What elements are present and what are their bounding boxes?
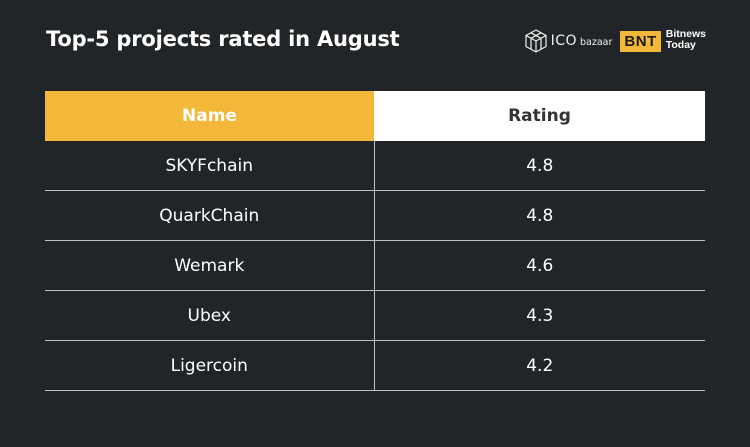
header-rating: Rating (374, 91, 705, 141)
table-row: QuarkChain 4.8 (45, 190, 705, 241)
icobazaar-logo: ICO bazaar (524, 29, 613, 53)
bnt-name-line1: Bitnews (665, 28, 706, 40)
project-rating: 4.8 (374, 141, 705, 191)
ico-logo-subtext: bazaar (580, 37, 613, 48)
table-row: Ubex 4.3 (45, 290, 705, 341)
project-rating: 4.6 (374, 240, 705, 291)
cube-icon (524, 29, 547, 53)
bnt-badge: BNT (620, 30, 661, 52)
project-name: SKYFchain (45, 141, 375, 191)
project-name: Wemark (45, 240, 375, 291)
bnt-name-line2: Today (665, 39, 696, 51)
project-rating: 4.8 (374, 190, 705, 241)
project-rating: 4.2 (374, 340, 705, 391)
project-name: Ubex (45, 290, 375, 341)
table-row: Ligercoin 4.2 (45, 340, 705, 391)
ratings-table: Name Rating SKYFchain 4.8 QuarkChain 4.8… (45, 91, 705, 391)
project-name: QuarkChain (45, 190, 375, 241)
table-header-row: Name Rating (45, 91, 705, 141)
partner-logos: ICO bazaar BNT Bitnews Today (524, 28, 706, 54)
bnt-name: Bitnews Today (666, 29, 706, 51)
project-name: Ligercoin (45, 340, 375, 391)
header-name: Name (45, 91, 374, 141)
table-row: Wemark 4.6 (45, 240, 705, 291)
page-title: Top-5 projects rated in August (46, 27, 400, 51)
project-rating: 4.3 (374, 290, 705, 341)
ico-logo-text: ICO (550, 33, 578, 49)
table-row: SKYFchain 4.8 (45, 141, 705, 191)
